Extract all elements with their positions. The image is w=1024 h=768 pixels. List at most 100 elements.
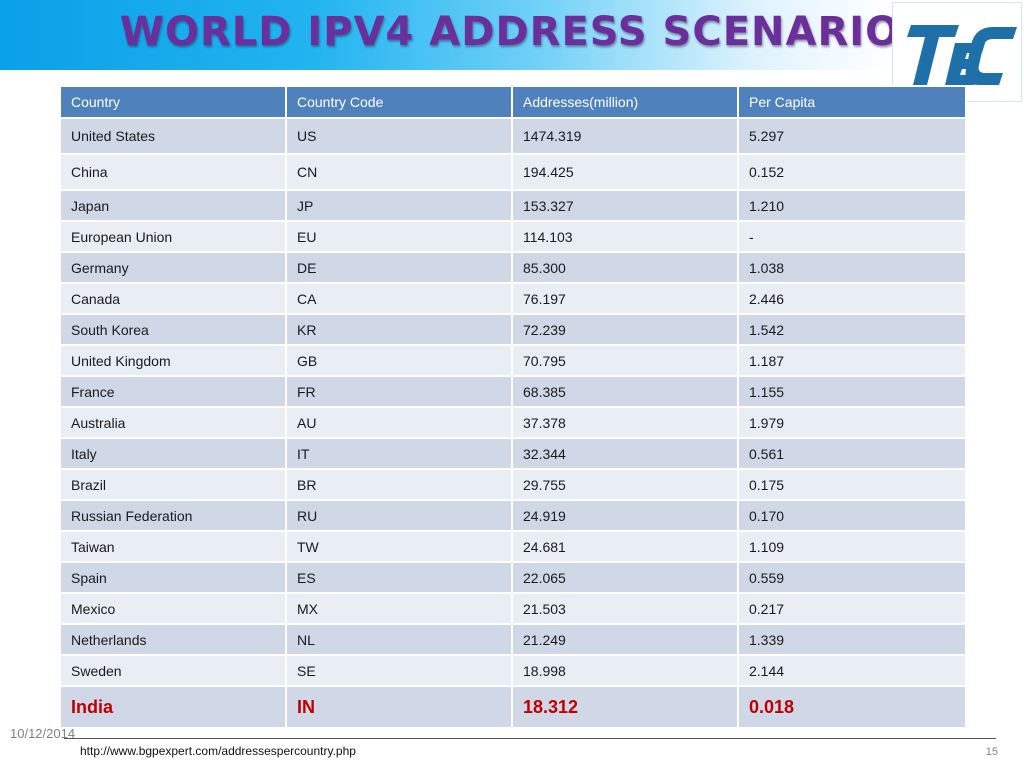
cell-addresses: 29.755 (511, 468, 739, 501)
cell-addresses: 114.103 (511, 220, 739, 253)
cell-per-capita: 1.339 (737, 623, 967, 656)
cell-addresses: 76.197 (511, 282, 739, 315)
table-row: Mexico MX 21.503 0.217 (59, 592, 967, 625)
cell-addresses: 85.300 (511, 251, 739, 284)
cell-code: CA (285, 282, 513, 315)
cell-addresses: 22.065 (511, 561, 739, 594)
cell-addresses: 37.378 (511, 406, 739, 439)
cell-code: IT (285, 437, 513, 470)
cell-code: NL (285, 623, 513, 656)
cell-code: SE (285, 654, 513, 687)
cell-country: Australia (59, 406, 287, 439)
cell-addresses: 24.681 (511, 530, 739, 563)
table-header-row: Country Country Code Addresses(million) … (59, 85, 967, 119)
cell-per-capita: 0.152 (737, 153, 967, 191)
table-row: Sweden SE 18.998 2.144 (59, 654, 967, 687)
header-addresses: Addresses(million) (511, 85, 739, 119)
table-row: Taiwan TW 24.681 1.109 (59, 530, 967, 563)
cell-per-capita: 1.109 (737, 530, 967, 563)
cell-addresses: 18.312 (511, 685, 739, 729)
cell-per-capita: 0.561 (737, 437, 967, 470)
cell-per-capita: 0.018 (737, 685, 967, 729)
slide-title: WORLD IPV4 ADDRESS SCENARIO (119, 9, 901, 55)
cell-country: Japan (59, 189, 287, 222)
page-number: 15 (985, 746, 998, 758)
table-row: France FR 68.385 1.155 (59, 375, 967, 408)
ipv4-address-table: Country Country Code Addresses(million) … (59, 85, 967, 729)
cell-code: GB (285, 344, 513, 377)
cell-country: China (59, 153, 287, 191)
cell-addresses: 21.503 (511, 592, 739, 625)
cell-country: India (59, 685, 287, 729)
cell-country: France (59, 375, 287, 408)
cell-code: JP (285, 189, 513, 222)
table-row: Japan JP 153.327 1.210 (59, 189, 967, 222)
cell-country: Russian Federation (59, 499, 287, 532)
cell-per-capita: 1.187 (737, 344, 967, 377)
tec-logo-icon (907, 25, 1017, 85)
cell-country: Netherlands (59, 623, 287, 656)
cell-per-capita: 0.175 (737, 468, 967, 501)
source-url: http://www.bgpexpert.com/addressespercou… (80, 744, 356, 758)
table-row: Australia AU 37.378 1.979 (59, 406, 967, 439)
cell-addresses: 72.239 (511, 313, 739, 346)
cell-addresses: 70.795 (511, 344, 739, 377)
cell-code: TW (285, 530, 513, 563)
footer-divider (64, 738, 996, 739)
cell-addresses: 24.919 (511, 499, 739, 532)
cell-per-capita: 2.446 (737, 282, 967, 315)
cell-code: IN (285, 685, 513, 729)
cell-country: European Union (59, 220, 287, 253)
header-band (0, 0, 890, 70)
table-row: China CN 194.425 0.152 (59, 153, 967, 191)
cell-country: South Korea (59, 313, 287, 346)
cell-country: Mexico (59, 592, 287, 625)
cell-addresses: 68.385 (511, 375, 739, 408)
cell-code: EU (285, 220, 513, 253)
cell-code: AU (285, 406, 513, 439)
cell-per-capita: 1.038 (737, 251, 967, 284)
header-country: Country (59, 85, 287, 119)
table-row: United Kingdom GB 70.795 1.187 (59, 344, 967, 377)
cell-code: FR (285, 375, 513, 408)
cell-addresses: 194.425 (511, 153, 739, 191)
table-row: Netherlands NL 21.249 1.339 (59, 623, 967, 656)
cell-addresses: 153.327 (511, 189, 739, 222)
cell-addresses: 21.249 (511, 623, 739, 656)
cell-code: BR (285, 468, 513, 501)
cell-country: United States (59, 117, 287, 155)
cell-per-capita: - (737, 220, 967, 253)
cell-code: RU (285, 499, 513, 532)
table-row: European Union EU 114.103 - (59, 220, 967, 253)
cell-per-capita: 1.210 (737, 189, 967, 222)
cell-per-capita: 2.144 (737, 654, 967, 687)
cell-code: MX (285, 592, 513, 625)
cell-country: Taiwan (59, 530, 287, 563)
table-row: Canada CA 76.197 2.446 (59, 282, 967, 315)
cell-code: CN (285, 153, 513, 191)
cell-code: ES (285, 561, 513, 594)
table-row: Spain ES 22.065 0.559 (59, 561, 967, 594)
cell-per-capita: 1.542 (737, 313, 967, 346)
table-row-highlighted: India IN 18.312 0.018 (59, 685, 967, 729)
cell-country: Sweden (59, 654, 287, 687)
cell-country: Spain (59, 561, 287, 594)
cell-code: KR (285, 313, 513, 346)
header-country-code: Country Code (285, 85, 513, 119)
table-row: South Korea KR 72.239 1.542 (59, 313, 967, 346)
cell-per-capita: 5.297 (737, 117, 967, 155)
cell-country: Germany (59, 251, 287, 284)
cell-country: United Kingdom (59, 344, 287, 377)
cell-country: Brazil (59, 468, 287, 501)
cell-code: US (285, 117, 513, 155)
cell-country: Canada (59, 282, 287, 315)
header-per-capita: Per Capita (737, 85, 967, 119)
cell-country: Italy (59, 437, 287, 470)
cell-per-capita: 0.217 (737, 592, 967, 625)
cell-code: DE (285, 251, 513, 284)
cell-per-capita: 0.559 (737, 561, 967, 594)
table-row: Brazil BR 29.755 0.175 (59, 468, 967, 501)
cell-per-capita: 0.170 (737, 499, 967, 532)
table-row: United States US 1474.319 5.297 (59, 117, 967, 155)
table-row: Italy IT 32.344 0.561 (59, 437, 967, 470)
